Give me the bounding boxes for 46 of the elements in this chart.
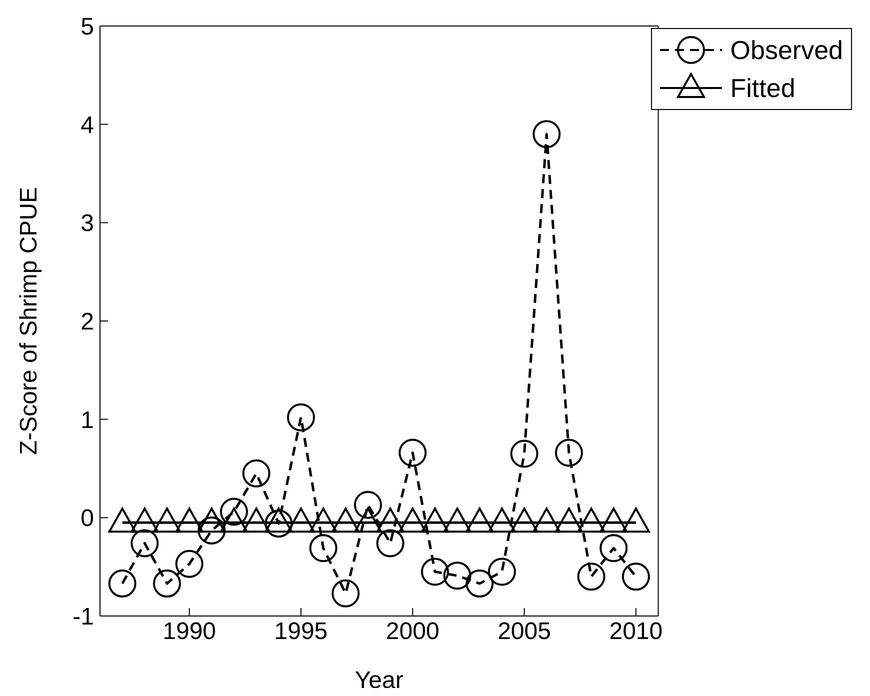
x-tick-label: 2000 [386,618,440,646]
x-tick-label: 1990 [162,618,216,646]
point [309,508,338,533]
y-tick-label: 3 [80,210,94,238]
point [152,508,181,533]
x-tick-label: 2010 [609,618,663,646]
point [466,508,494,533]
point [488,508,516,533]
point [510,508,538,533]
legend-label: Fitted [730,72,796,104]
point [108,508,136,533]
point [286,508,315,533]
point [510,440,538,468]
point [130,508,159,533]
point [376,508,404,533]
x-tick-label: 2005 [498,618,551,646]
y-tick-label: 2 [80,308,94,336]
y-tick-label: -1 [72,604,94,631]
point [242,459,270,488]
point [554,508,583,533]
x-tick-label: 1995 [274,618,328,646]
point [532,120,561,148]
point [332,508,360,533]
y-tick-label: 5 [80,14,94,41]
legend-label: Observed [730,34,843,66]
point [354,508,382,533]
point [198,508,226,533]
point [398,438,427,467]
point [398,508,427,533]
point [175,508,204,533]
point [286,403,315,432]
point [532,508,561,533]
point [622,508,650,533]
point [264,508,293,533]
y-tick-label: 1 [80,406,94,434]
y-tick-label: 0 [80,505,94,532]
y-tick-label: 4 [80,112,94,139]
point [443,508,472,533]
x-axis-title: Year [354,667,404,694]
point [220,508,248,533]
point [420,508,449,533]
point [554,438,583,467]
y-axis-title: Z-Score of Shrimp CPUE [16,186,43,456]
point [242,508,270,533]
point [600,508,628,533]
point [577,508,606,533]
